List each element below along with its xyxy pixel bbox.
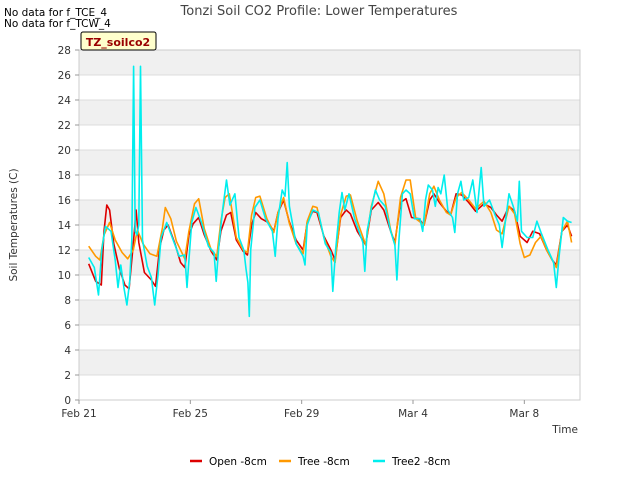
site-label-box: TZ_soilco2 [80,31,157,51]
y-tick-label: 4 [64,345,71,357]
x-tick-label: Feb 21 [61,408,96,420]
y-tick-label: 18 [58,170,71,182]
site-label: TZ_soilco2 [86,36,150,49]
y-tick-label: 24 [58,95,72,107]
grid-band [79,50,580,75]
y-tick-label: 16 [58,195,72,207]
no-data-note-1: No data for f_TCE_4 [4,7,108,19]
no-data-note-2: No data for f_TCW_4 [4,18,111,30]
x-tick-label: Feb 25 [173,408,208,420]
y-tick-label: 22 [58,120,71,132]
y-tick-label: 0 [64,395,71,407]
y-tick-label: 12 [58,245,71,257]
y-tick-label: 26 [58,70,72,82]
chart-title: Tonzi Soil CO2 Profile: Lower Temperatur… [180,4,458,19]
x-tick-label: Mar 4 [398,408,428,420]
legend: Open -8cm Tree -8cm Tree2 -8cm [190,456,450,468]
y-tick-label: 28 [58,45,71,57]
y-tick-label: 14 [58,220,72,232]
y-axis-label: Soil Temperatures (C) [8,168,20,281]
y-tick-label: 6 [64,320,71,332]
grid-band [79,150,580,175]
grid-band [79,200,580,225]
y-tick-label: 2 [64,370,71,382]
series-line-3 [88,65,572,318]
grid-band [79,350,580,375]
x-tick-label: Mar 8 [509,408,539,420]
y-tick-label: 8 [64,295,71,307]
x-tick-label: Feb 29 [284,408,319,420]
grid-band [79,100,580,125]
legend-label: Open -8cm [209,456,267,468]
legend-label: Tree -8cm [297,456,350,468]
grid-band [79,300,580,325]
legend-label: Tree2 -8cm [391,456,450,468]
y-tick-label: 20 [58,145,71,157]
y-tick-label: 10 [58,270,71,282]
x-axis-label: Time [551,424,578,436]
